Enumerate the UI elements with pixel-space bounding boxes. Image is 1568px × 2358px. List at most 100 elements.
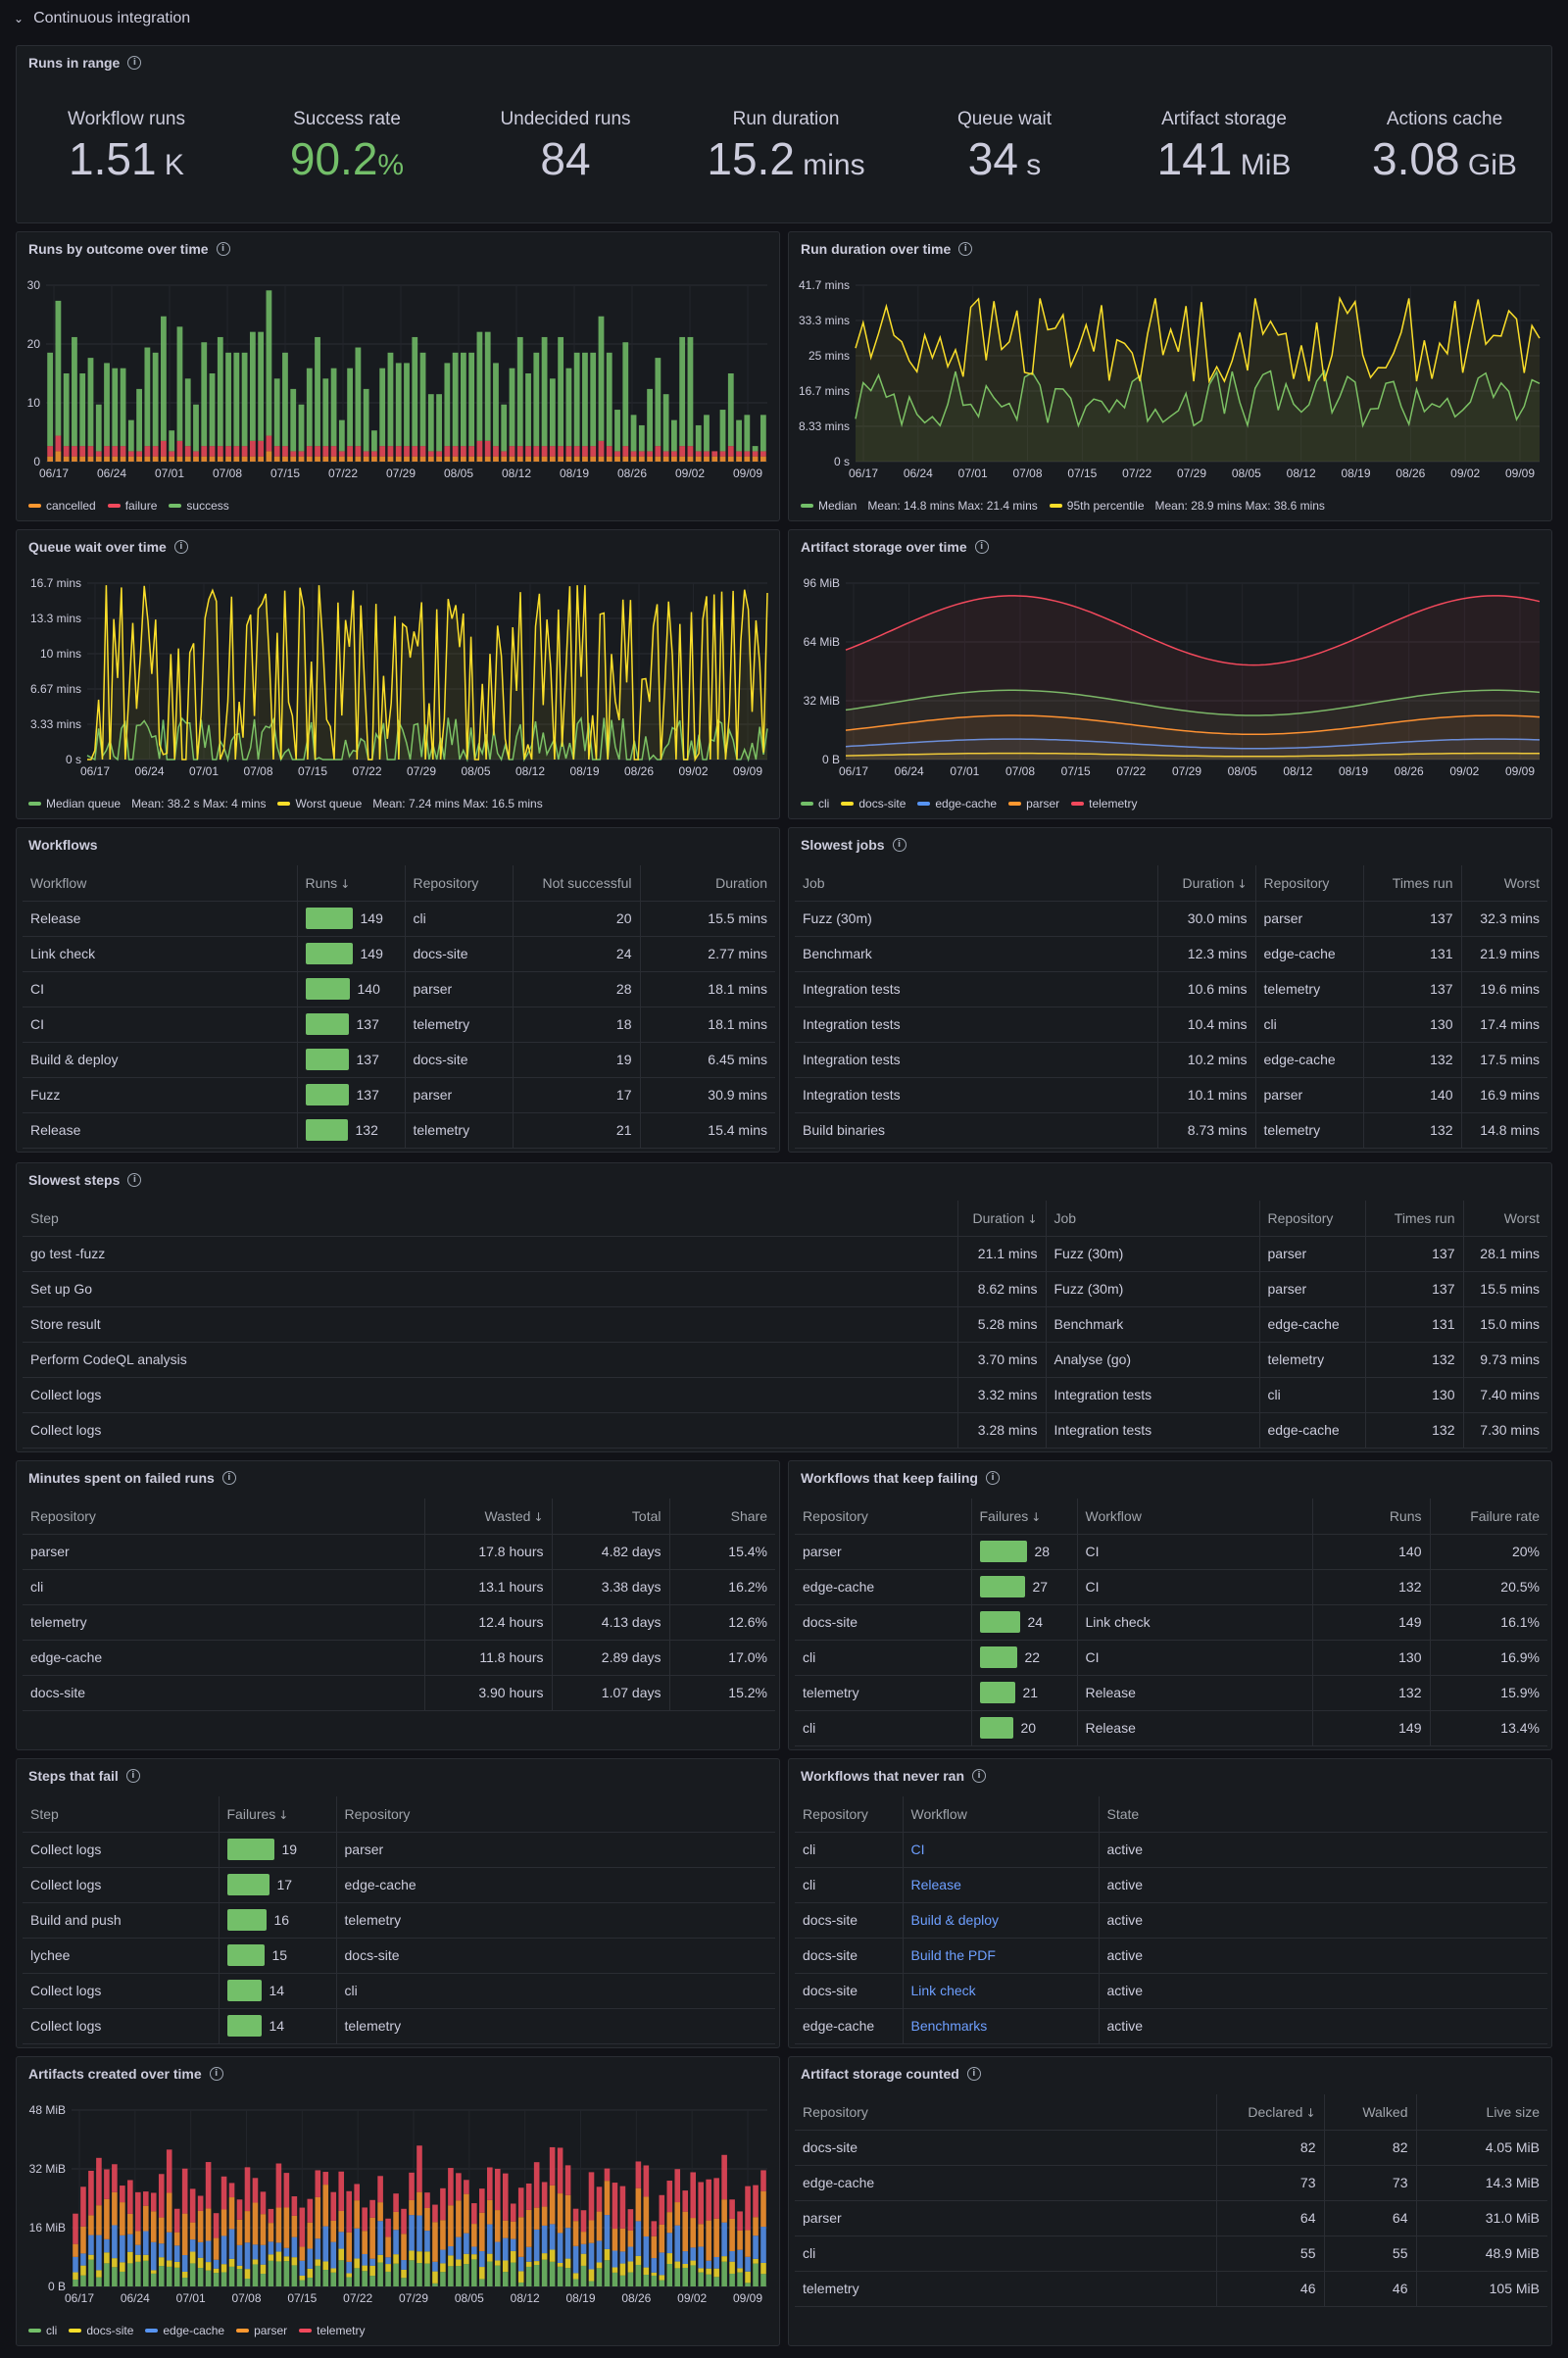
column-header-wasted[interactable]: Wasted ↓ bbox=[423, 1498, 552, 1535]
table-row[interactable]: Store result 5.28 mins Benchmark edge-cache… bbox=[23, 1306, 1547, 1343]
info-icon[interactable]: i bbox=[958, 242, 973, 256]
column-header-duration[interactable]: Duration ↓ bbox=[1156, 865, 1255, 902]
table-row[interactable]: Collect logs 14 telemetry bbox=[23, 2008, 775, 2044]
legend-item-cli[interactable]: cli bbox=[28, 2324, 57, 2337]
table-row[interactable]: telemetry 21 Release 132 15.9% bbox=[795, 1675, 1547, 1711]
table-row[interactable]: parser 28 CI 140 20% bbox=[795, 1534, 1547, 1570]
table-row[interactable]: docs-site Build & deploy active bbox=[795, 1902, 1547, 1939]
table-row[interactable]: Integration tests 10.1 mins parser 140 16.9 … bbox=[795, 1077, 1547, 1113]
column-header-job[interactable]: Job bbox=[1045, 1201, 1259, 1237]
column-header-walked[interactable]: Walked bbox=[1323, 2094, 1416, 2131]
workflow-link[interactable]: Release bbox=[902, 1867, 1099, 1903]
column-header-workflow[interactable]: Workflow bbox=[902, 1796, 1099, 1833]
legend-item-parser[interactable]: parser bbox=[236, 2324, 287, 2337]
table-row[interactable]: cli 13.1 hours 3.38 days 16.2% bbox=[23, 1569, 775, 1605]
legend-item-worst-queue[interactable]: Worst queue Mean: 7.24 mins Max: 16.5 min… bbox=[277, 797, 543, 811]
column-header-failures[interactable]: Failures ↓ bbox=[970, 1498, 1077, 1535]
table-row[interactable]: edge-cache Benchmarks active bbox=[795, 2008, 1547, 2044]
column-header-step[interactable]: Step bbox=[23, 1796, 219, 1833]
column-header-repository[interactable]: Repository bbox=[335, 1796, 775, 1833]
legend-item-edge-cache[interactable]: edge-cache bbox=[917, 797, 997, 811]
column-header-state[interactable]: State bbox=[1098, 1796, 1547, 1833]
column-header-repository[interactable]: Repository bbox=[404, 865, 513, 902]
table-row[interactable]: parser 17.8 hours 4.82 days 15.4% bbox=[23, 1534, 775, 1570]
queue-wait-chart[interactable]: 0 s 3.33 mins 6.67 mins 10 mins 13.3 mins 16.… bbox=[17, 565, 780, 795]
column-header-failures[interactable]: Failures ↓ bbox=[218, 1796, 336, 1833]
info-icon[interactable]: i bbox=[127, 1173, 142, 1187]
table-row[interactable]: CI 137 telemetry 18 18.1 mins bbox=[23, 1007, 775, 1043]
column-header-total[interactable]: Total bbox=[551, 1498, 669, 1535]
info-icon[interactable]: i bbox=[209, 2067, 223, 2081]
legend-item-cancelled[interactable]: cancelled bbox=[28, 499, 96, 513]
column-header-failure-rate[interactable]: Failure rate bbox=[1429, 1498, 1547, 1535]
column-header-repository[interactable]: Repository bbox=[795, 1796, 903, 1833]
table-row[interactable]: Fuzz 137 parser 17 30.9 mins bbox=[23, 1077, 775, 1113]
column-header-repository[interactable]: Repository bbox=[795, 1498, 971, 1535]
table-row[interactable]: edge-cache 73 73 14.3 MiB bbox=[795, 2165, 1547, 2201]
legend-item-docs-site[interactable]: docs-site bbox=[69, 2324, 133, 2337]
table-row[interactable]: cli 55 55 48.9 MiB bbox=[795, 2235, 1547, 2272]
workflow-link[interactable]: Link check bbox=[902, 1973, 1099, 2009]
table-row[interactable]: Link check 149 docs-site 24 2.77 mins bbox=[23, 936, 775, 972]
column-header-share[interactable]: Share bbox=[668, 1498, 775, 1535]
table-row[interactable]: docs-site 3.90 hours 1.07 days 15.2% bbox=[23, 1675, 775, 1711]
runs-by-outcome-chart[interactable]: 0 10 20 30 06/17 06/24 07/01 07/08 07/15 07/22 07/… bbox=[17, 268, 780, 497]
table-row[interactable]: cli 22 CI 130 16.9% bbox=[795, 1640, 1547, 1676]
table-row[interactable]: CI 140 parser 28 18.1 mins bbox=[23, 971, 775, 1007]
column-header-step[interactable]: Step bbox=[23, 1201, 957, 1237]
legend-item-median-queue[interactable]: Median queue Mean: 38.2 s Max: 4 mins bbox=[28, 797, 266, 811]
legend-item-edge-cache[interactable]: edge-cache bbox=[145, 2324, 224, 2337]
legend-item-median[interactable]: Median Mean: 14.8 mins Max: 21.4 mins bbox=[801, 499, 1038, 513]
table-row[interactable]: Fuzz (30m) 30.0 mins parser 137 32.3 mins bbox=[795, 901, 1547, 937]
column-header-job[interactable]: Job bbox=[795, 865, 1157, 902]
table-row[interactable]: Perform CodeQL analysis 3.70 mins Analyse … bbox=[23, 1342, 1547, 1378]
run-duration-chart[interactable]: 0 s 8.33 mins 16.7 mins 25 mins 33.3 mins 41.… bbox=[789, 268, 1552, 497]
legend-item-95th-percentile[interactable]: 95th percentile Mean: 28.9 mins Max: 38.6… bbox=[1049, 499, 1325, 513]
column-header-duration[interactable]: Duration ↓ bbox=[956, 1201, 1046, 1237]
table-row[interactable]: telemetry 46 46 105 MiB bbox=[795, 2271, 1547, 2307]
artifacts-created-chart[interactable]: 0 B 16 MiB 32 MiB 48 MiB 06/17 06/24 07/01 07/0… bbox=[17, 2092, 780, 2322]
column-header-duration[interactable]: Duration bbox=[639, 865, 775, 902]
table-row[interactable]: Collect logs 19 parser bbox=[23, 1832, 775, 1868]
info-icon[interactable]: i bbox=[216, 242, 230, 256]
info-icon[interactable]: i bbox=[972, 1769, 987, 1783]
table-row[interactable]: Integration tests 10.4 mins cli 130 17.4 min… bbox=[795, 1007, 1547, 1043]
table-row[interactable]: Release 149 cli 20 15.5 mins bbox=[23, 901, 775, 937]
info-icon[interactable]: i bbox=[127, 56, 142, 70]
info-icon[interactable]: i bbox=[173, 540, 188, 554]
table-row[interactable]: Integration tests 10.2 mins edge-cache 132 1… bbox=[795, 1042, 1547, 1078]
table-row[interactable]: cli 20 Release 149 13.4% bbox=[795, 1710, 1547, 1746]
column-header-worst[interactable]: Worst bbox=[1460, 865, 1547, 902]
artifact-storage-chart[interactable]: 0 B 32 MiB 64 MiB 96 MiB 06/17 06/24 07/01 07/0… bbox=[789, 565, 1552, 795]
legend-item-parser[interactable]: parser bbox=[1008, 797, 1059, 811]
workflow-link[interactable]: CI bbox=[902, 1832, 1099, 1868]
table-row[interactable]: Build binaries 8.73 mins telemetry 132 14.8 … bbox=[795, 1112, 1547, 1149]
workflow-link[interactable]: Build & deploy bbox=[902, 1902, 1099, 1939]
column-header-runs[interactable]: Runs ↓ bbox=[296, 865, 405, 902]
column-header-workflow[interactable]: Workflow bbox=[1076, 1498, 1312, 1535]
column-header-repository[interactable]: Repository bbox=[1258, 1201, 1365, 1237]
legend-item-telemetry[interactable]: telemetry bbox=[299, 2324, 365, 2337]
legend-item-cli[interactable]: cli bbox=[801, 797, 829, 811]
legend-item-telemetry[interactable]: telemetry bbox=[1071, 797, 1137, 811]
column-header-repository[interactable]: Repository bbox=[23, 1498, 424, 1535]
column-header-not-successful[interactable]: Not successful bbox=[512, 865, 640, 902]
table-row[interactable]: Collect logs 3.32 mins Integration tests cl… bbox=[23, 1377, 1547, 1413]
table-row[interactable]: Build & deploy 137 docs-site 19 6.45 mins bbox=[23, 1042, 775, 1078]
table-row[interactable]: Build and push 16 telemetry bbox=[23, 1902, 775, 1939]
table-row[interactable]: docs-site Build the PDF active bbox=[795, 1938, 1547, 1974]
table-row[interactable]: telemetry 12.4 hours 4.13 days 12.6% bbox=[23, 1604, 775, 1641]
table-row[interactable]: cli Release active bbox=[795, 1867, 1547, 1903]
table-row[interactable]: Collect logs 3.28 mins Integration tests ed… bbox=[23, 1412, 1547, 1449]
legend-item-failure[interactable]: failure bbox=[107, 499, 157, 513]
column-header-times-run[interactable]: Times run bbox=[1362, 865, 1461, 902]
legend-item-success[interactable]: success bbox=[169, 499, 229, 513]
table-row[interactable]: docs-site Link check active bbox=[795, 1973, 1547, 2009]
table-row[interactable]: edge-cache 11.8 hours 2.89 days 17.0% bbox=[23, 1640, 775, 1676]
table-row[interactable]: Set up Go 8.62 mins Fuzz (30m) parser 137 15.… bbox=[23, 1271, 1547, 1307]
table-row[interactable]: docs-site 82 82 4.05 MiB bbox=[795, 2130, 1547, 2166]
workflow-link[interactable]: Benchmarks bbox=[902, 2008, 1099, 2044]
table-row[interactable]: Collect logs 14 cli bbox=[23, 1973, 775, 2009]
table-row[interactable]: edge-cache 27 CI 132 20.5% bbox=[795, 1569, 1547, 1605]
column-header-repository[interactable]: Repository bbox=[795, 2094, 1216, 2131]
